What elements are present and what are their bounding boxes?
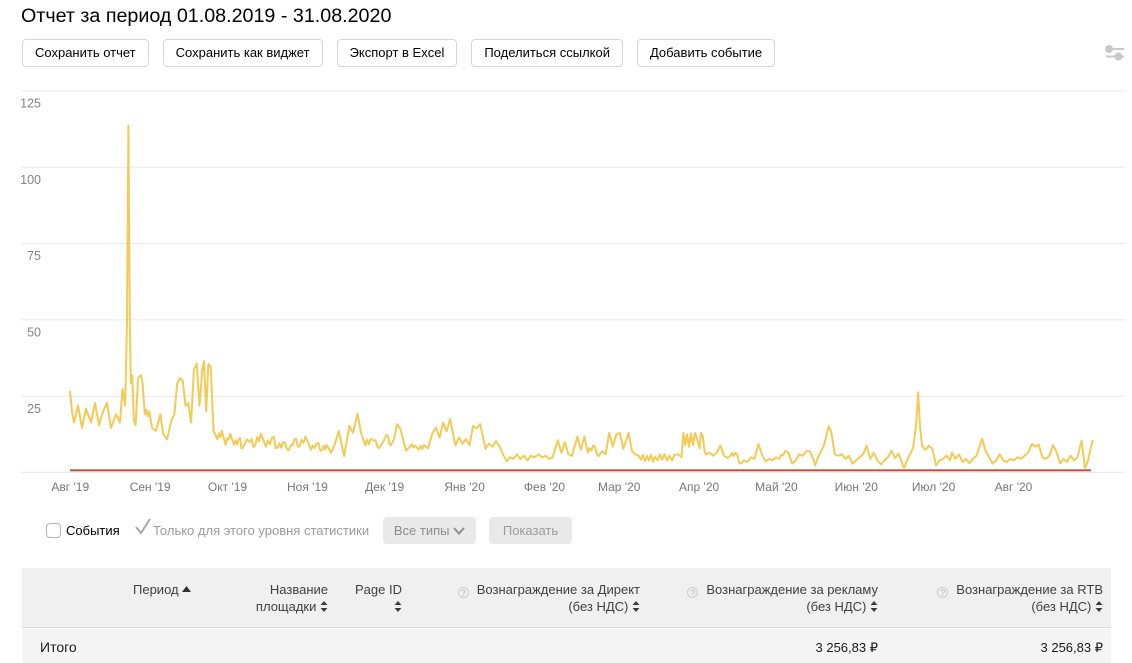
svg-text:Май '20: Май '20 <box>755 480 798 494</box>
svg-text:Авг '20: Авг '20 <box>995 480 1033 494</box>
svg-text:Апр '20: Апр '20 <box>679 480 719 494</box>
svg-text:50: 50 <box>27 326 41 340</box>
svg-text:100: 100 <box>20 173 41 187</box>
svg-text:Ноя '19: Ноя '19 <box>287 480 328 494</box>
svg-text:125: 125 <box>20 97 41 111</box>
svg-text:25: 25 <box>27 402 41 416</box>
svg-text:75: 75 <box>27 249 41 263</box>
svg-text:Янв '20: Янв '20 <box>444 480 485 494</box>
svg-text:Сен '19: Сен '19 <box>130 480 171 494</box>
svg-text:Дек '19: Дек '19 <box>365 480 404 494</box>
svg-text:Окт '19: Окт '19 <box>208 480 248 494</box>
svg-text:Мар '20: Мар '20 <box>598 480 641 494</box>
svg-text:Июл '20: Июл '20 <box>912 480 956 494</box>
svg-text:Авг '19: Авг '19 <box>51 480 89 494</box>
svg-text:Фев '20: Фев '20 <box>524 480 565 494</box>
svg-text:Июн '20: Июн '20 <box>835 480 879 494</box>
